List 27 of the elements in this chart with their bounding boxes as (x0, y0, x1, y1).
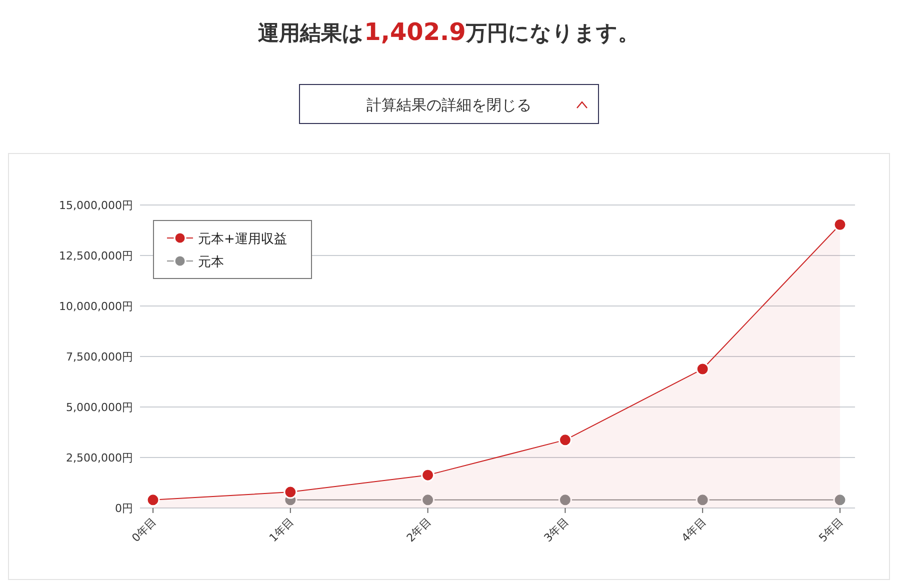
point (146, 493, 160, 507)
point (421, 468, 435, 482)
x-tick-label: 1年目 (266, 514, 297, 545)
y-tick-label: 5,000,000円 (66, 401, 133, 414)
legend-label: 元本+運用収益 (198, 232, 287, 247)
x-tick-label: 4年目 (679, 514, 709, 545)
text: 計算結果の詳細を閉じる (366, 96, 532, 114)
y-tick-label: 0円 (115, 502, 133, 515)
point (558, 493, 572, 507)
y-tick-label: 10,000,000円 (59, 300, 133, 313)
point (696, 493, 710, 507)
x-tick-label: 3年目 (542, 514, 572, 545)
point (833, 493, 847, 507)
point (696, 362, 710, 376)
y-tick-label: 12,500,000円 (59, 250, 133, 262)
chart-title: 運用結果は1,402.9万円になります。 (258, 18, 639, 46)
point (833, 218, 847, 232)
point (284, 485, 298, 499)
x-tick-label: 2年目 (404, 514, 434, 545)
y-tick-label: 7,500,000円 (66, 350, 133, 364)
legend-label: 元本 (198, 255, 224, 270)
y-tick-label: 15,000,000円 (59, 199, 133, 212)
x-tick-label: 5年目 (816, 514, 846, 545)
y-tick-label: 2,500,000円 (66, 452, 133, 464)
point (558, 433, 572, 447)
point (421, 493, 435, 507)
x-tick-label: 0年目 (129, 514, 160, 545)
